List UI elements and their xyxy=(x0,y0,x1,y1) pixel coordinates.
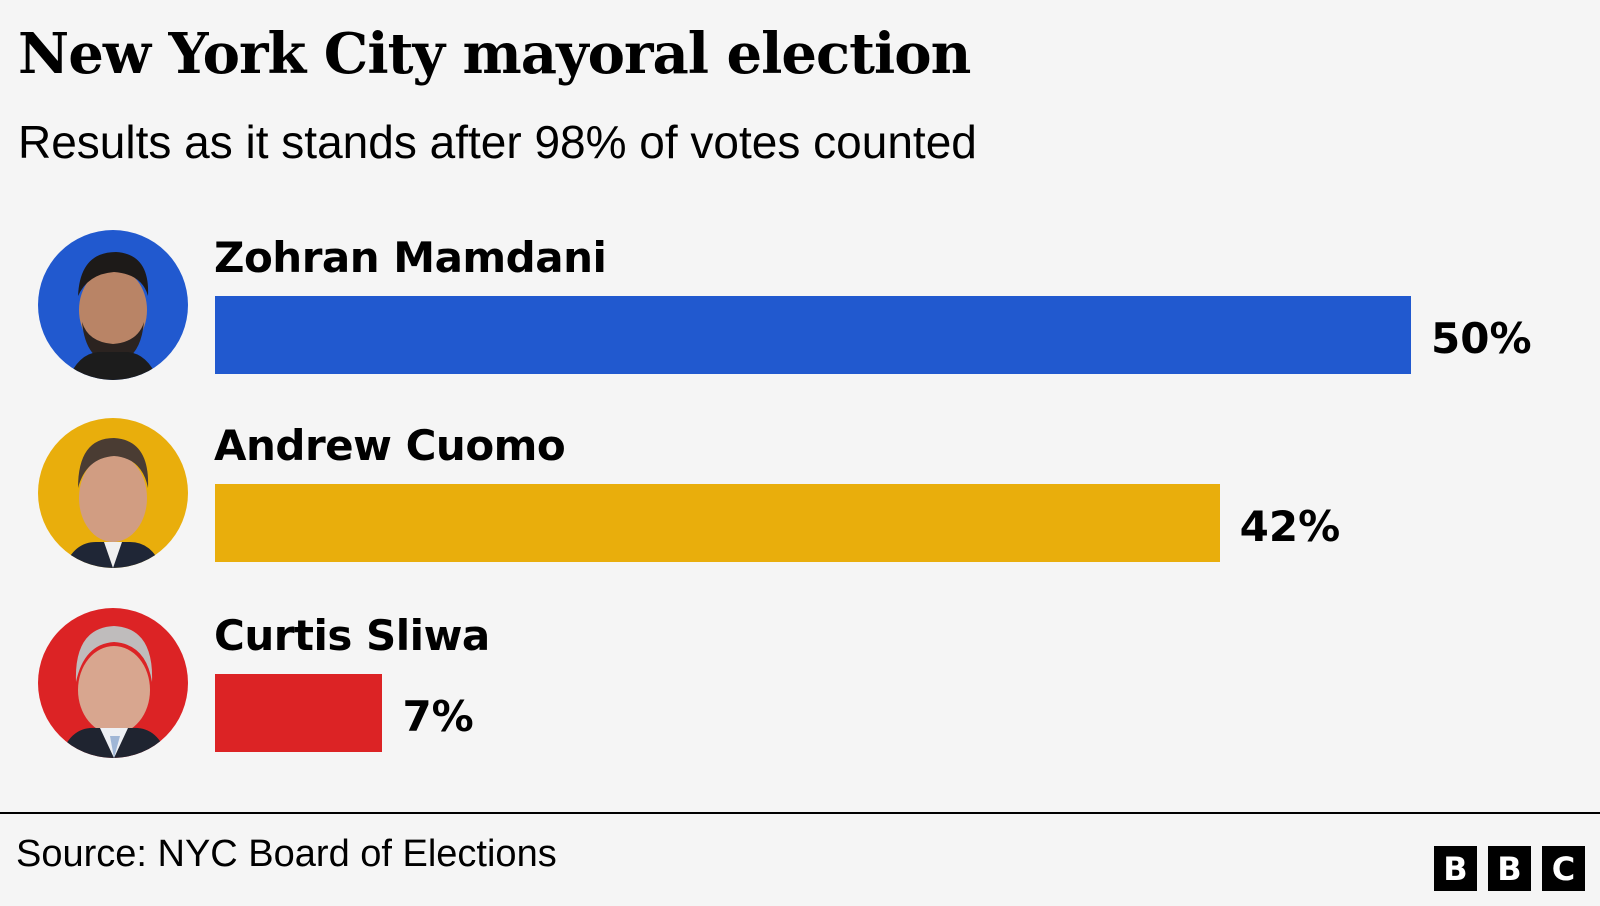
result-bar xyxy=(215,296,1411,374)
candidate-name: Curtis Sliwa xyxy=(214,611,490,660)
result-percentage: 42% xyxy=(1239,502,1341,551)
logo-letter: C xyxy=(1542,846,1585,891)
candidate-photo-mamdani xyxy=(38,230,188,380)
result-bar xyxy=(215,484,1220,562)
result-percentage: 50% xyxy=(1431,314,1532,363)
chart-subtitle: Results as it stands after 98% of votes … xyxy=(18,116,977,168)
candidate-row: Andrew Cuomo 42% xyxy=(0,418,1600,578)
bbc-logo: B B C xyxy=(1434,846,1585,891)
chart-title: New York City mayoral election xyxy=(18,21,971,87)
logo-letter: B xyxy=(1488,846,1531,891)
candidate-row: Zohran Mamdani 50% xyxy=(0,230,1600,390)
source-note: Source: NYC Board of Elections xyxy=(16,833,557,875)
candidate-photo-sliwa xyxy=(38,608,188,758)
candidate-photo-cuomo xyxy=(38,418,188,568)
candidate-row: Curtis Sliwa 7% xyxy=(0,608,1600,768)
candidate-name: Zohran Mamdani xyxy=(214,233,607,282)
result-bar xyxy=(215,674,383,752)
candidate-name: Andrew Cuomo xyxy=(214,421,566,470)
result-percentage: 7% xyxy=(402,692,474,741)
footer-divider xyxy=(0,812,1600,814)
logo-letter: B xyxy=(1434,846,1477,891)
